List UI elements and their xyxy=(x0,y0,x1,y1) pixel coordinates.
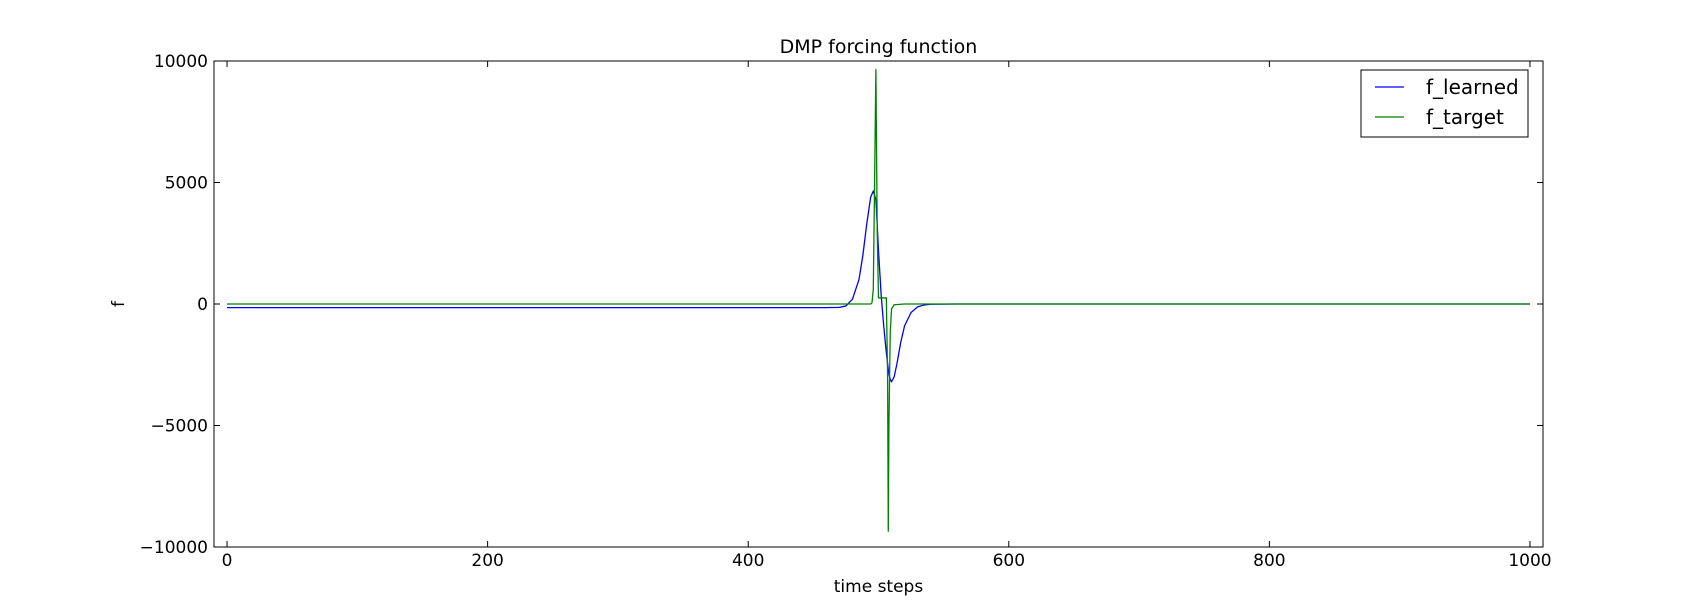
x-tick-label: 1000 xyxy=(1508,551,1551,571)
x-tick-label: 600 xyxy=(993,551,1025,571)
x-tick-label: 0 xyxy=(222,551,233,571)
series-layer xyxy=(227,68,1530,532)
legend-label-f_learned: f_learned xyxy=(1426,75,1519,99)
chart-title: DMP forcing function xyxy=(780,36,978,58)
ticks-layer: 0 200 400 600 800 1000 10000 5000 0 −5000 −10000 xyxy=(140,52,1552,571)
x-tick-label: 400 xyxy=(732,551,764,571)
series-line-f_learned xyxy=(227,190,1530,383)
x-tick-label: 200 xyxy=(471,551,503,571)
legend: f_learned f_target xyxy=(1360,69,1529,138)
y-tick-label: 10000 xyxy=(154,52,208,72)
y-tick-label: 0 xyxy=(197,295,208,315)
y-axis-label: f xyxy=(109,300,129,307)
legend-label-f_target: f_target xyxy=(1426,105,1504,129)
series-line-f_target xyxy=(227,68,1530,532)
y-tick-label: −10000 xyxy=(140,538,208,558)
y-tick-label: −5000 xyxy=(150,417,208,437)
x-axis-label: time steps xyxy=(834,577,924,597)
y-tick-label: 5000 xyxy=(165,174,208,194)
x-tick-label: 800 xyxy=(1253,551,1285,571)
legend-frame xyxy=(1360,69,1529,138)
